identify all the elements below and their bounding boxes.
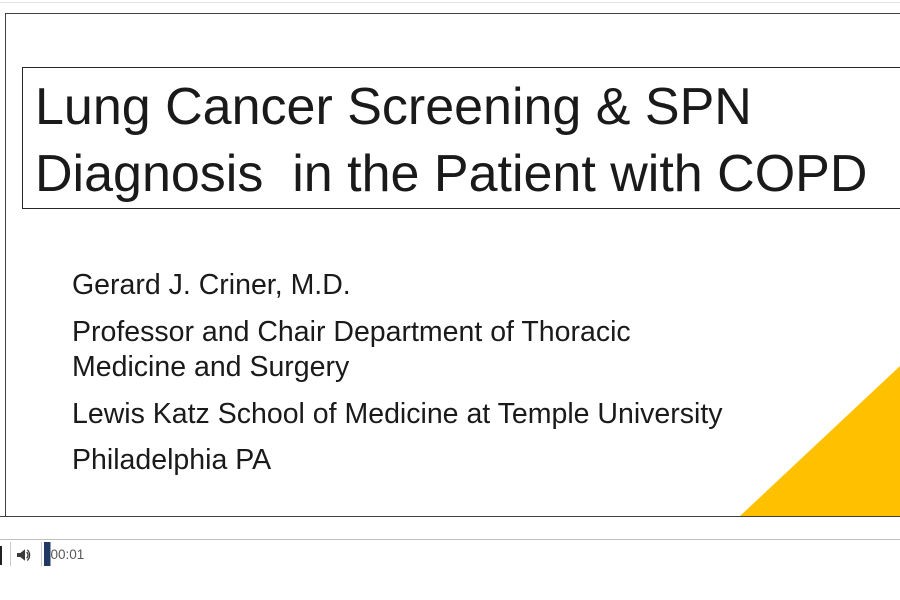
svg-text:00:01: 00:01 [51,547,85,562]
